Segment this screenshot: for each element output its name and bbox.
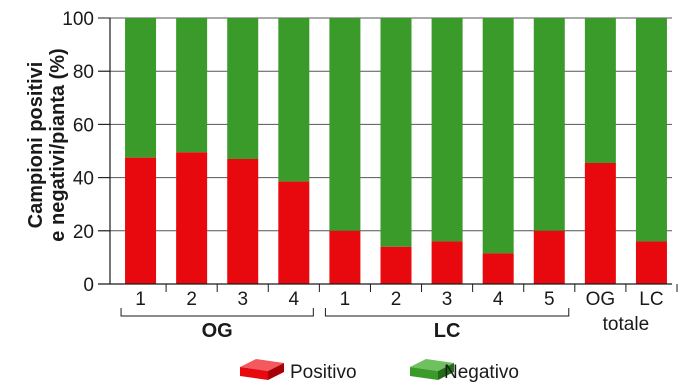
bar-negativo-1 xyxy=(176,18,208,153)
bar-positivo-6 xyxy=(431,241,463,284)
x-tick-label-10: LC xyxy=(639,289,663,310)
y-tick-label-80: 80 xyxy=(73,62,94,83)
legend-label-negativo: Negativo xyxy=(444,362,519,383)
x-tick-label-6: 3 xyxy=(442,289,453,310)
group-bracket-1 xyxy=(324,308,570,317)
bar-negativo-6 xyxy=(431,18,463,242)
legend-swatch-negativo xyxy=(410,359,454,380)
y-tick-label-20: 20 xyxy=(73,222,94,243)
legend-swatch-positivo-front xyxy=(240,367,268,380)
y-tick-label-0: 0 xyxy=(83,275,94,296)
x-tick-label-1: 2 xyxy=(186,289,197,310)
bar-negativo-4 xyxy=(329,18,361,231)
legend-swatch-negativo-front xyxy=(410,367,438,380)
y-tick-label-40: 40 xyxy=(73,169,94,190)
bar-positivo-4 xyxy=(329,230,361,284)
y-tick-label-100: 100 xyxy=(62,9,94,30)
axes xyxy=(98,17,678,292)
x-tick-labels: 1 2 3 4 1 2 3 4 5 OG LC xyxy=(135,289,663,310)
legend-swatch-positivo-side xyxy=(268,363,284,380)
bar-negativo-3 xyxy=(278,18,310,182)
bar-positivo-9 xyxy=(584,162,616,284)
x-tick-label-3: 4 xyxy=(289,289,300,310)
bar-negativo-10 xyxy=(635,18,667,242)
y-tick-label-60: 60 xyxy=(73,115,94,136)
bars xyxy=(125,18,667,284)
x-tick-label-2: 3 xyxy=(237,289,248,310)
x-tick-label-9: OG xyxy=(586,289,616,310)
bar-positivo-7 xyxy=(482,253,514,284)
bar-negativo-0 xyxy=(125,18,157,158)
bar-positivo-3 xyxy=(278,181,310,284)
group-label-0: OG xyxy=(202,320,233,342)
legend-swatch-positivo-top xyxy=(240,359,284,371)
x-tick-label-0: 1 xyxy=(135,289,146,310)
legend: Positivo Negativo xyxy=(240,359,519,383)
bar-negativo-2 xyxy=(227,18,259,159)
group-bracket-0 xyxy=(120,308,314,317)
legend-swatch-positivo xyxy=(240,359,284,380)
legend-item-positivo: Positivo xyxy=(240,359,357,383)
bar-positivo-1 xyxy=(176,152,208,284)
legend-label-positivo: Positivo xyxy=(290,362,357,383)
group-label-1: LC xyxy=(434,320,461,342)
x-tick-label-7: 4 xyxy=(493,289,504,310)
bar-negativo-7 xyxy=(482,18,514,254)
x-tick-label-5: 2 xyxy=(391,289,402,310)
x-tick-label-8: 5 xyxy=(544,289,555,310)
y-tick-labels: 0 20 40 60 80 100 xyxy=(62,9,94,296)
bar-positivo-10 xyxy=(635,241,667,284)
bar-negativo-8 xyxy=(533,18,565,231)
bar-negativo-9 xyxy=(584,18,616,163)
bar-positivo-0 xyxy=(125,157,157,284)
group-brackets: OG LC totale xyxy=(120,308,649,342)
legend-swatch-negativo-top xyxy=(410,359,454,371)
total-label: totale xyxy=(603,314,649,335)
bar-negativo-5 xyxy=(380,18,412,247)
y-axis-label-line1: Campioni positivi xyxy=(25,62,47,229)
legend-swatch-negativo-side xyxy=(438,363,454,380)
bar-positivo-5 xyxy=(380,246,412,284)
y-axis-label-line2: e negativi/pianta (%) xyxy=(47,48,69,241)
legend-item-negativo: Negativo xyxy=(410,359,519,383)
bar-positivo-8 xyxy=(533,230,565,284)
bar-positivo-2 xyxy=(227,158,259,284)
x-tick-label-4: 1 xyxy=(340,289,351,310)
